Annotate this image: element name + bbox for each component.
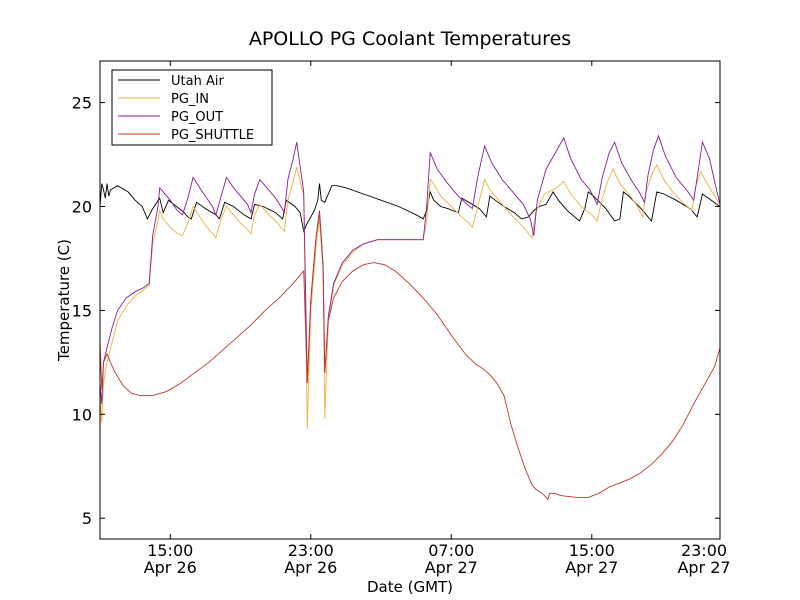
x-tick-label-time: 15:00 — [569, 541, 615, 560]
y-tick-label: 25 — [72, 94, 92, 113]
y-axis-label: Temperature (C) — [55, 239, 73, 362]
y-tick-label: 5 — [82, 509, 92, 528]
plot-frame — [99, 60, 721, 540]
legend-label: PG_IN — [171, 92, 209, 107]
y-tick-label: 20 — [72, 197, 92, 216]
x-tick-label-date: Apr 27 — [677, 558, 730, 577]
x-tick-label-date: Apr 26 — [144, 558, 197, 577]
legend-label: PG_SHUTTLE — [171, 128, 254, 143]
legend-label: PG_OUT — [171, 110, 223, 125]
x-tick-label-time: 23:00 — [288, 541, 334, 560]
legend: Utah Air PG_IN PG_OUT PG_SHUTTLE — [111, 69, 273, 146]
x-tick-label-date: Apr 27 — [425, 558, 478, 577]
x-tick-label-time: 15:00 — [147, 541, 193, 560]
y-tick-label: 15 — [72, 301, 92, 320]
y-tick-label: 10 — [72, 405, 92, 424]
x-tick-label-time: 23:00 — [681, 541, 727, 560]
series-line-pg-in — [100, 163, 720, 429]
x-axis-label: Date (GMT) — [367, 578, 453, 596]
legend-frame — [111, 69, 273, 146]
series-line-utah-air — [100, 183, 720, 233]
series-line-pg-out — [100, 134, 720, 404]
x-tick-label-date: Apr 27 — [565, 558, 618, 577]
series-line-pg-shuttle — [100, 212, 720, 501]
chart-title: APOLLO PG Coolant Temperatures — [249, 28, 571, 50]
legend-label: Utah Air — [171, 74, 224, 89]
x-tick-label-date: Apr 26 — [284, 558, 337, 577]
series-layer — [100, 134, 720, 501]
x-tick-label-time: 07:00 — [428, 541, 474, 560]
